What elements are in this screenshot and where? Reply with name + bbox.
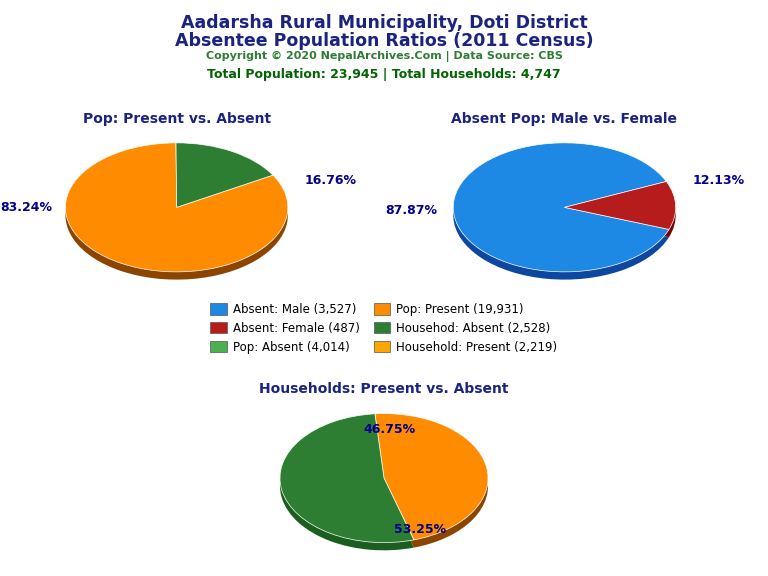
Wedge shape <box>176 143 273 207</box>
Wedge shape <box>564 181 676 229</box>
Legend: Absent: Male (3,527), Absent: Female (487), Pop: Absent (4,014), Pop: Present (1: Absent: Male (3,527), Absent: Female (48… <box>206 298 562 358</box>
Text: 12.13%: 12.13% <box>693 174 744 187</box>
Text: 83.24%: 83.24% <box>1 201 52 214</box>
Wedge shape <box>453 150 669 279</box>
Wedge shape <box>176 150 273 215</box>
Text: 53.25%: 53.25% <box>394 523 446 536</box>
Text: 87.87%: 87.87% <box>385 204 437 217</box>
Title: Pop: Present vs. Absent: Pop: Present vs. Absent <box>83 112 270 126</box>
Wedge shape <box>65 143 288 272</box>
Text: Total Population: 23,945 | Total Households: 4,747: Total Population: 23,945 | Total Househo… <box>207 68 561 81</box>
Text: Aadarsha Rural Municipality, Doti District: Aadarsha Rural Municipality, Doti Distri… <box>180 14 588 32</box>
Text: Absentee Population Ratios (2011 Census): Absentee Population Ratios (2011 Census) <box>174 32 594 50</box>
Wedge shape <box>453 143 669 272</box>
Wedge shape <box>280 422 414 550</box>
Text: 46.75%: 46.75% <box>363 423 415 436</box>
Title: Households: Present vs. Absent: Households: Present vs. Absent <box>260 382 508 396</box>
Text: 16.76%: 16.76% <box>305 174 356 187</box>
Wedge shape <box>65 150 288 279</box>
Text: Copyright © 2020 NepalArchives.Com | Data Source: CBS: Copyright © 2020 NepalArchives.Com | Dat… <box>206 51 562 62</box>
Wedge shape <box>564 189 676 237</box>
Wedge shape <box>375 421 488 548</box>
Wedge shape <box>280 414 414 543</box>
Title: Absent Pop: Male vs. Female: Absent Pop: Male vs. Female <box>452 112 677 126</box>
Wedge shape <box>375 414 488 540</box>
